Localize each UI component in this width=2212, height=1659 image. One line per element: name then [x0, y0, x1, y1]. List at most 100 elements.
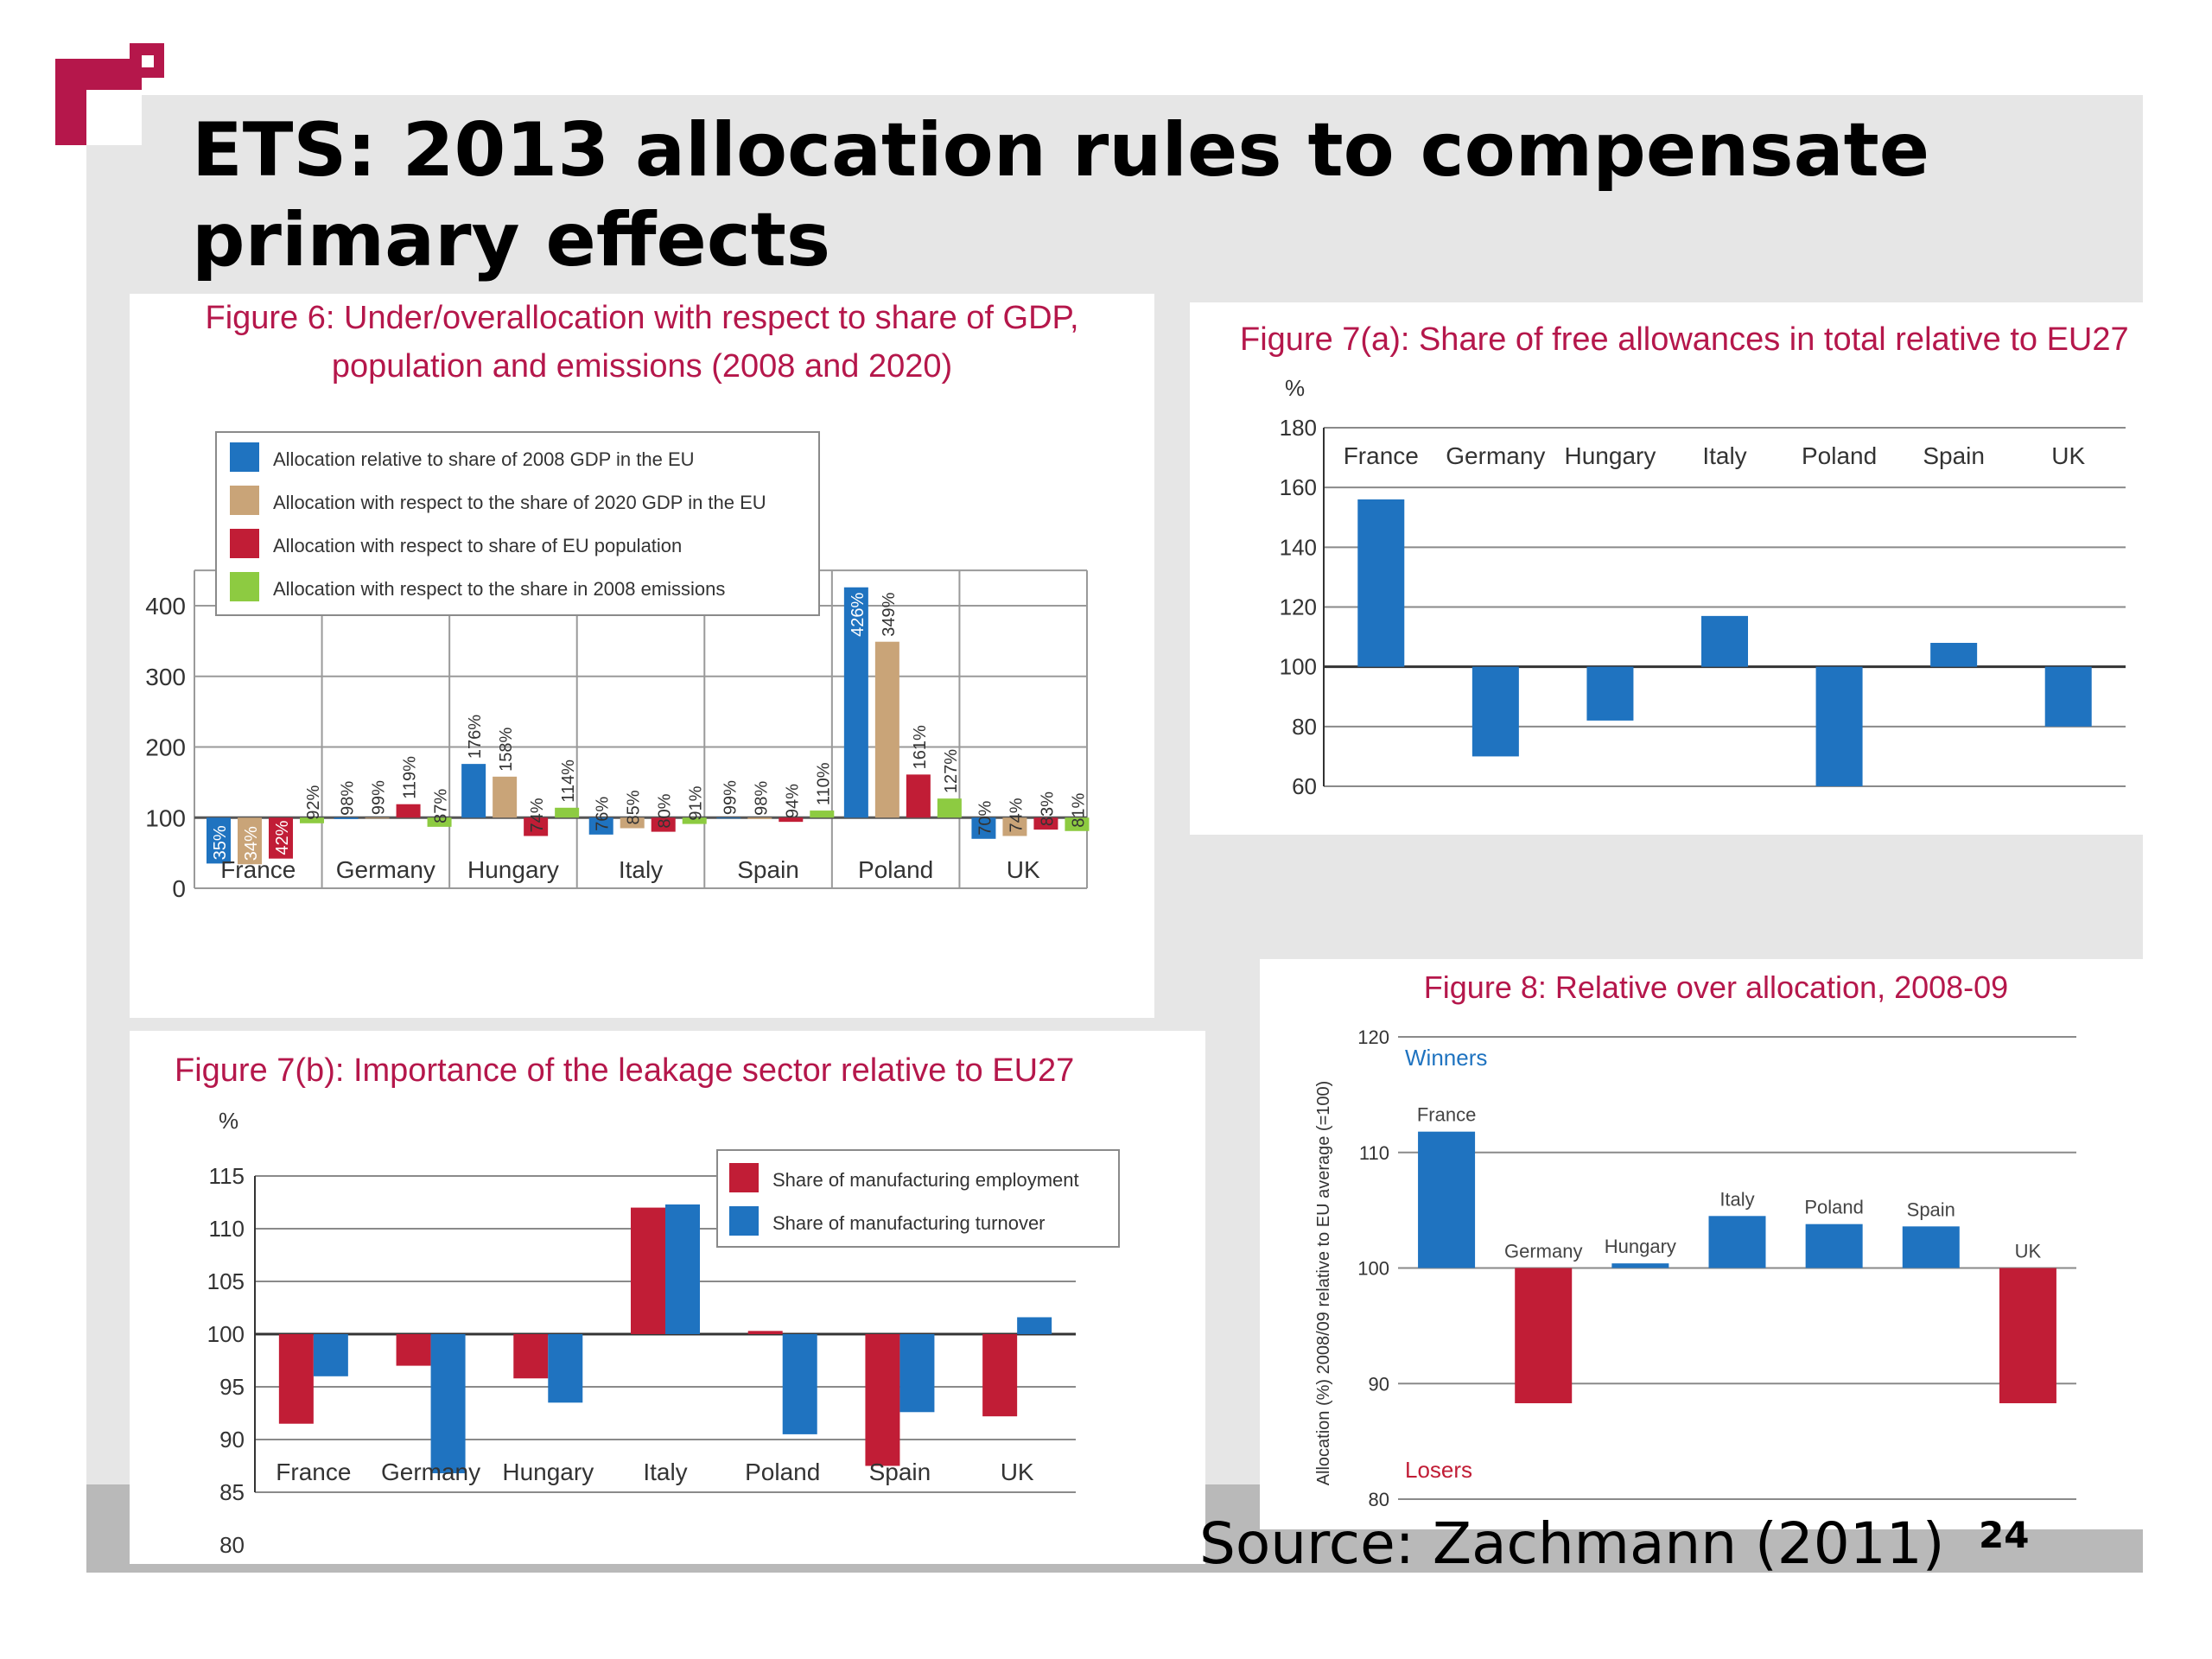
figure-7b-x-axis: France Germany Hungary Italy Poland Spain UK: [276, 1459, 1034, 1485]
bar-france-s1: [278, 1334, 314, 1424]
bar-germany: [1471, 666, 1519, 757]
data-label-france-s4: 92%: [304, 785, 323, 820]
bar-france: [1357, 499, 1405, 667]
x-tick-label-spain: Spain: [737, 856, 799, 883]
figure-6-title-line-2: population and emissions (2008 and 2020): [332, 348, 952, 385]
data-label-germany-s3: 119%: [401, 756, 420, 799]
x-tick-label-italy: Italy: [619, 856, 663, 883]
bar-germany-s3: [396, 804, 421, 818]
data-label-uk-s4: 81%: [1069, 793, 1088, 828]
x-tick-label-italy: Italy: [643, 1459, 687, 1485]
source-citation: Source: Zachmann (2011): [1199, 1510, 1945, 1577]
bar-germany-s2: [365, 817, 390, 819]
bar-uk: [1999, 1268, 2056, 1403]
bar-hungary-s4: [555, 807, 580, 818]
bar-spain-s1: [716, 817, 741, 819]
y-tick-label: 180: [1280, 415, 1317, 441]
bar-france: [1418, 1131, 1476, 1268]
data-label-hungary-s1: 176%: [466, 715, 485, 759]
y-tick-label: 80: [219, 1532, 245, 1558]
data-label-hungary-s2: 158%: [497, 727, 516, 771]
data-label-spain-s3: 94%: [783, 784, 802, 818]
figure-8-category-labels: France Germany Hungary Italy Poland Spain UK: [1417, 1104, 2042, 1262]
x-tick-label-france: France: [276, 1459, 351, 1485]
figure-7a-x-axis: France Germany Hungary Italy Poland Spain UK: [1344, 442, 2086, 469]
y-tick-label: 105: [207, 1268, 245, 1294]
bar-germany-s4: [427, 817, 452, 827]
data-label-poland-s4: 127%: [942, 749, 961, 793]
x-tick-label-hungary: Hungary: [502, 1459, 594, 1485]
figure-7b-bars: [278, 1204, 1052, 1474]
data-label-uk-s2: 74%: [1007, 798, 1026, 832]
x-tick-label-italy: Italy: [1702, 442, 1746, 469]
bar-germany: [1515, 1268, 1573, 1403]
figure-6-legend: Allocation relative to share of 2008 GDP…: [215, 431, 820, 616]
y-tick-label: 140: [1280, 534, 1317, 560]
data-label-italy-s2: 85%: [625, 790, 644, 824]
bar-italy: [1708, 1216, 1766, 1268]
x-tick-label-poland: Poland: [1802, 442, 1877, 469]
bar-italy-s2: [620, 817, 645, 829]
figure-7b-legend: Share of manufacturing employment Share …: [716, 1149, 1120, 1248]
data-label-france-s1: 35%: [211, 825, 230, 860]
y-tick-label: 90: [219, 1427, 245, 1452]
figure-7b-y-axis: 80 85 90 95 100 105 110 115: [207, 1163, 245, 1558]
bar-uk-s2: [1017, 1317, 1052, 1334]
figure-6-bars: 35% 34% 42% 92% 98% 99% 119% 87% 176% 158% 74% 114%…: [207, 587, 1090, 865]
bar-uk-s4: [1065, 817, 1090, 831]
y-tick-label: 0: [172, 875, 186, 902]
figure-8-bars: [1418, 1131, 2056, 1403]
y-tick-label: 80: [1292, 714, 1317, 740]
y-tick-label: 60: [1292, 773, 1317, 799]
y-tick-label: 100: [145, 804, 186, 831]
bar-uk-s1: [982, 1334, 1018, 1417]
bar-hungary: [1586, 666, 1634, 721]
figure-7a-grid: [1323, 427, 2126, 787]
figure-8-title: Figure 8: Relative over allocation, 2008…: [1424, 969, 2008, 1005]
bar-hungary-s2: [493, 776, 518, 818]
figure-7b-title: Figure 7(b): Importance of the leakage s…: [175, 1052, 1074, 1089]
data-label-hungary-s4: 114%: [559, 760, 578, 803]
x-tick-label-uk: UK: [1007, 856, 1040, 883]
bar-poland-s3: [906, 774, 931, 818]
x-tick-label-hungary: Hungary: [467, 856, 559, 883]
y-tick-label: 110: [209, 1216, 245, 1242]
legend-label-emissions: Allocation with respect to the share in …: [273, 578, 725, 600]
legend-swatch-turnover: [729, 1206, 759, 1236]
figure-7b-ylabel: %: [219, 1108, 238, 1134]
data-label-italy-s3: 80%: [656, 793, 675, 828]
bar-spain-s2: [747, 817, 772, 819]
bar-italy-s3: [651, 817, 676, 832]
data-label-france-s2: 34%: [242, 826, 261, 861]
x-tick-label-germany: Germany: [336, 856, 435, 883]
y-tick-label: 400: [145, 593, 186, 620]
bar-spain: [1930, 643, 1978, 667]
category-label-italy: Italy: [1719, 1188, 1754, 1210]
bar-france-s2: [313, 1334, 348, 1376]
figure-8-losers-label: Losers: [1405, 1457, 1472, 1483]
data-label-france-s3: 42%: [273, 820, 292, 855]
bar-poland: [1815, 666, 1863, 786]
x-tick-label-spain: Spain: [1923, 442, 1985, 469]
bar-italy-s1: [588, 817, 613, 835]
data-label-germany-s2: 99%: [370, 780, 389, 815]
bar-france-s4: [300, 817, 324, 823]
figure-6-chart: Figure 6: Under/overallocation with resp…: [145, 300, 1090, 902]
x-tick-label-france: France: [1344, 442, 1419, 469]
data-label-spain-s4: 110%: [814, 762, 833, 805]
bar-france-s3: [269, 817, 293, 859]
figure-7b-chart: Figure 7(b): Importance of the leakage s…: [175, 1052, 1120, 1558]
figure-8-y-axis: 80 90 100 110 120: [1357, 1027, 1389, 1510]
bar-germany-s1: [334, 817, 359, 819]
legend-swatch-gdp2020: [230, 486, 259, 515]
figure-7a-title: Figure 7(a): Share of free allowances in…: [1240, 321, 2129, 358]
y-tick-label: 80: [1369, 1489, 1389, 1510]
legend-label-employment: Share of manufacturing employment: [772, 1169, 1079, 1191]
bar-poland-s2: [874, 641, 899, 818]
data-label-poland-s3: 161%: [911, 725, 930, 769]
category-label-spain: Spain: [1907, 1198, 1955, 1220]
data-label-spain-s2: 98%: [752, 781, 771, 816]
bar-germany-s1: [396, 1334, 431, 1366]
data-label-uk-s3: 83%: [1038, 791, 1057, 826]
bar-uk-s1: [971, 817, 996, 839]
